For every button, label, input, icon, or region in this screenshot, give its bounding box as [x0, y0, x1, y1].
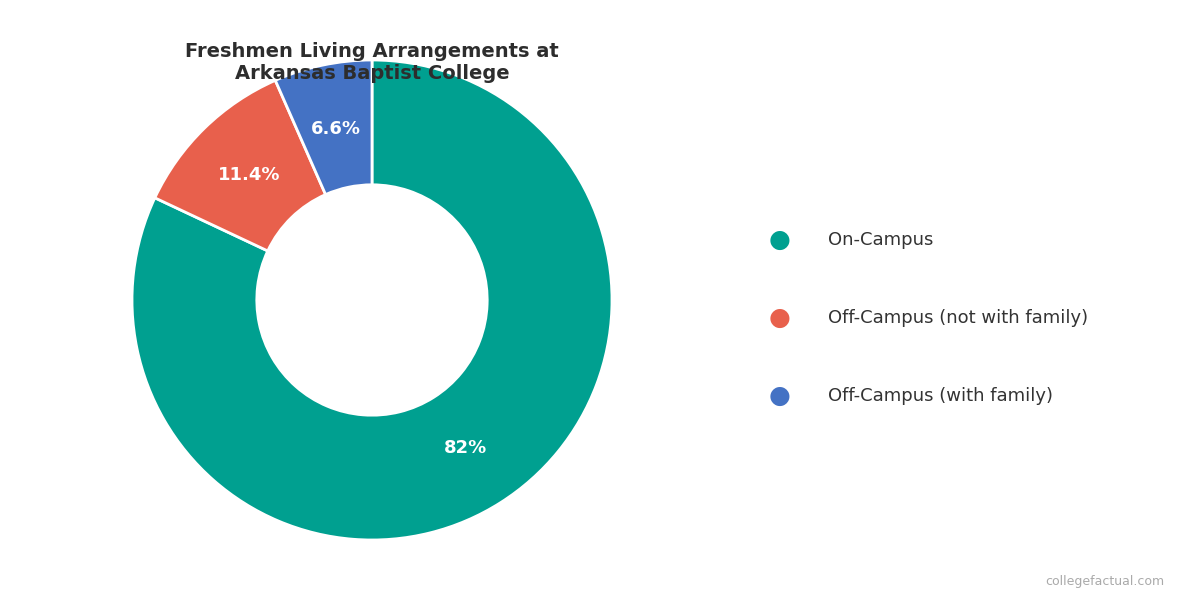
Text: ●: ● [769, 306, 791, 330]
Text: Off-Campus (not with family): Off-Campus (not with family) [828, 309, 1088, 327]
Text: 11.4%: 11.4% [218, 166, 281, 184]
Text: ●: ● [769, 384, 791, 408]
Text: 6.6%: 6.6% [311, 119, 361, 137]
Text: Off-Campus (with family): Off-Campus (with family) [828, 387, 1054, 405]
Wedge shape [275, 60, 372, 194]
Text: Freshmen Living Arrangements at
Arkansas Baptist College: Freshmen Living Arrangements at Arkansas… [185, 42, 559, 83]
Text: ●: ● [769, 228, 791, 252]
Text: 82%: 82% [444, 439, 487, 457]
Text: collegefactual.com: collegefactual.com [1045, 575, 1164, 588]
Wedge shape [155, 80, 325, 251]
Text: On-Campus: On-Campus [828, 231, 934, 249]
Wedge shape [132, 60, 612, 540]
